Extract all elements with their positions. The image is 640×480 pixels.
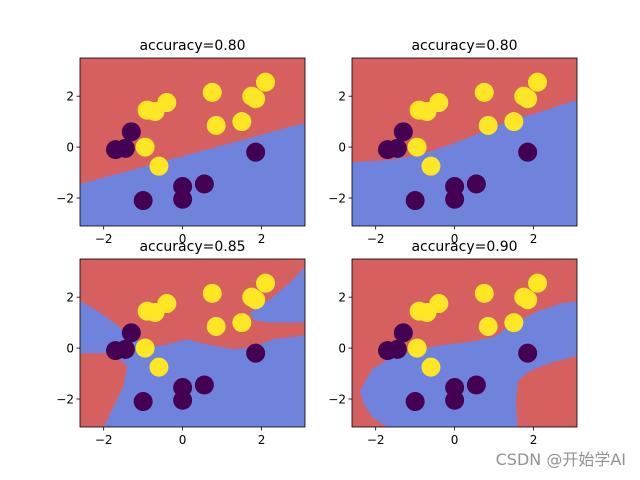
point-class-1 — [528, 72, 548, 92]
point-class-1 — [256, 273, 276, 293]
point-class-1 — [246, 290, 266, 310]
point-class-0 — [121, 122, 141, 142]
y-tick-label: 0 — [338, 342, 346, 356]
y-tick-label: 0 — [338, 141, 346, 155]
x-tick-label: −2 — [367, 433, 385, 447]
point-class-0 — [133, 191, 153, 211]
point-class-0 — [518, 142, 538, 162]
point-class-1 — [149, 357, 169, 377]
x-tick-label: 0 — [179, 232, 187, 246]
point-class-0 — [387, 339, 407, 359]
point-class-0 — [121, 323, 141, 343]
x-tick-label: 2 — [530, 433, 538, 447]
x-tick-label: −2 — [95, 232, 113, 246]
point-class-1 — [474, 283, 494, 303]
x-tick-label: −2 — [95, 433, 113, 447]
point-class-1 — [474, 82, 494, 102]
x-tick-label: 0 — [451, 232, 459, 246]
decision-regions — [352, 259, 577, 427]
point-class-0 — [445, 390, 465, 410]
subplot-top-left: −2 0 2 −2 0 2 accuracy=0.80 — [56, 38, 306, 246]
point-class-1 — [429, 294, 449, 314]
point-class-0 — [466, 174, 486, 194]
point-class-0 — [115, 138, 135, 158]
point-class-0 — [246, 142, 266, 162]
point-class-1 — [504, 112, 524, 132]
subplot-top-right: −2 0 2 −2 0 2 accuracy=0.80 — [328, 38, 578, 246]
subplot-title: accuracy=0.80 — [139, 38, 245, 54]
watermark: CSDN @开始学AI — [495, 450, 626, 469]
subplot-title: accuracy=0.90 — [411, 239, 517, 255]
x-tick-label: −2 — [367, 232, 385, 246]
point-class-0 — [246, 343, 266, 363]
point-class-0 — [518, 343, 538, 363]
y-tick-label: −2 — [328, 192, 346, 206]
axes-frame — [79, 57, 306, 227]
point-class-1 — [421, 156, 441, 176]
point-class-0 — [387, 138, 407, 158]
y-tick-label: 0 — [66, 141, 74, 155]
x-tick-label: 2 — [530, 232, 538, 246]
y-tick-label: 0 — [66, 342, 74, 356]
axes-frame — [351, 57, 578, 227]
x-tick-label: 2 — [258, 433, 266, 447]
subplot-bottom-left: −2 0 2 −2 0 2 accuracy=0.85 — [56, 239, 306, 447]
point-class-1 — [157, 93, 177, 113]
point-class-1 — [478, 316, 498, 336]
point-class-0 — [133, 392, 153, 412]
y-tick-label: 2 — [338, 291, 346, 305]
point-class-1 — [421, 357, 441, 377]
point-class-1 — [518, 89, 538, 109]
subplot-title: accuracy=0.80 — [411, 38, 517, 54]
y-tick-label: 2 — [338, 90, 346, 104]
point-class-1 — [407, 338, 427, 358]
point-class-1 — [157, 294, 177, 314]
point-class-1 — [407, 137, 427, 157]
y-tick-label: −2 — [56, 393, 74, 407]
point-class-1 — [149, 156, 169, 176]
x-tick-label: 0 — [451, 433, 459, 447]
region-blue — [249, 266, 305, 323]
point-class-1 — [232, 112, 252, 132]
y-tick-label: −2 — [56, 192, 74, 206]
point-class-0 — [393, 122, 413, 142]
point-class-0 — [173, 390, 193, 410]
point-class-0 — [405, 191, 425, 211]
axes-frame — [79, 258, 306, 428]
subplot-title: accuracy=0.85 — [139, 239, 245, 255]
point-class-0 — [393, 323, 413, 343]
point-class-0 — [405, 392, 425, 412]
point-class-0 — [115, 339, 135, 359]
point-class-1 — [202, 283, 222, 303]
axes-frame — [351, 258, 578, 428]
point-class-0 — [445, 189, 465, 209]
subplot-bottom-right: −2 0 2 −2 0 2 accuracy=0.90 — [328, 239, 578, 447]
point-class-1 — [135, 137, 155, 157]
point-class-0 — [466, 375, 486, 395]
point-class-0 — [194, 375, 214, 395]
decision-regions — [80, 259, 305, 427]
decision-regions — [352, 58, 577, 226]
point-class-1 — [504, 313, 524, 333]
point-class-1 — [518, 290, 538, 310]
point-class-1 — [206, 316, 226, 336]
point-class-1 — [232, 313, 252, 333]
point-class-1 — [202, 82, 222, 102]
point-class-1 — [478, 115, 498, 135]
point-class-1 — [246, 89, 266, 109]
y-tick-label: −2 — [328, 393, 346, 407]
point-class-1 — [256, 72, 276, 92]
x-tick-label: 2 — [258, 232, 266, 246]
x-tick-label: 0 — [179, 433, 187, 447]
y-tick-label: 2 — [66, 90, 74, 104]
y-tick-label: 2 — [66, 291, 74, 305]
decision-regions — [80, 58, 305, 226]
point-class-0 — [173, 189, 193, 209]
point-class-1 — [528, 273, 548, 293]
point-class-1 — [429, 93, 449, 113]
point-class-0 — [194, 174, 214, 194]
point-class-1 — [135, 338, 155, 358]
point-class-1 — [206, 115, 226, 135]
